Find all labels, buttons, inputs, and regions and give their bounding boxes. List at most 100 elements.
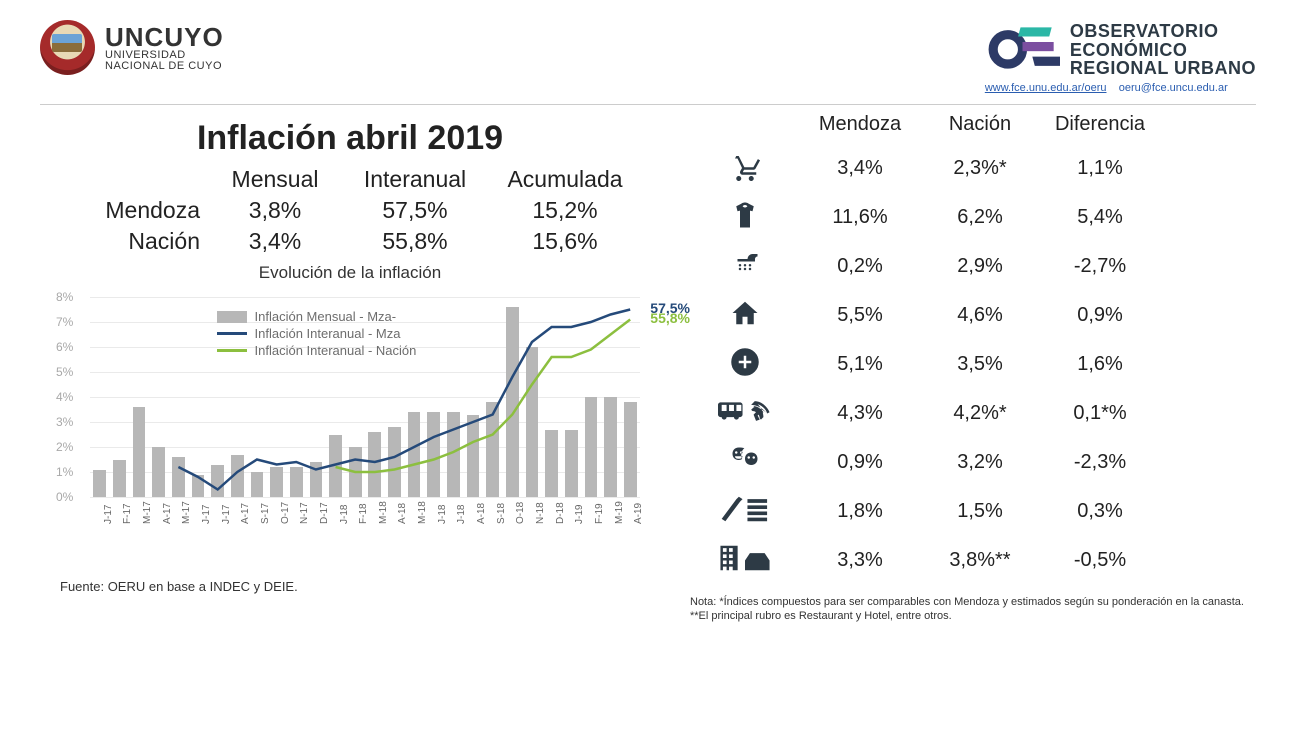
- x-tick-label: D-17: [319, 502, 330, 524]
- x-tick-label: M-18: [417, 501, 428, 524]
- x-tick-label: J-19: [574, 505, 585, 524]
- clothing-icon: [690, 200, 800, 236]
- category-dif: 1,6%: [1040, 353, 1160, 376]
- x-tick-label: J-17: [201, 505, 212, 524]
- chart-end-label: 55,8%: [650, 310, 690, 326]
- uncuyo-shield-icon: [40, 20, 95, 75]
- categories-rows: 3,4%2,3%*1,1%11,6%6,2%5,4%0,2%2,9%-2,7%5…: [690, 144, 1256, 585]
- x-tick-label: M-17: [181, 501, 192, 524]
- oeru-line3: REGIONAL URBANO: [1070, 59, 1256, 78]
- uncuyo-name: UNCUYO: [105, 24, 224, 50]
- category-row: 5,1%3,5%1,6%: [690, 340, 1256, 389]
- category-mendoza: 3,3%: [800, 549, 920, 572]
- uncuyo-logo: UNCUYO UNIVERSIDAD NACIONAL DE CUYO: [40, 20, 224, 75]
- category-nacion: 3,5%: [920, 353, 1040, 376]
- oeru-email: oeru@fce.uncu.edu.ar: [1119, 82, 1228, 94]
- summary-nacion-mensual: 3,4%: [210, 228, 340, 255]
- header: UNCUYO UNIVERSIDAD NACIONAL DE CUYO OBSE…: [40, 20, 1256, 105]
- oeru-line1: OBSERVATORIO: [1070, 22, 1256, 41]
- category-dif: -0,5%: [1040, 549, 1160, 572]
- x-tick-label: J-17: [103, 505, 114, 524]
- left-column: Inflación abril 2019 Mensual Interanual …: [40, 113, 660, 624]
- oeru-block: OBSERVATORIO ECONÓMICO REGIONAL URBANO w…: [985, 20, 1256, 94]
- x-tick-label: A-19: [633, 503, 644, 524]
- building-icon: [690, 543, 800, 579]
- category-mendoza: 11,6%: [800, 206, 920, 229]
- categories-header: Mendoza Nación Diferencia: [690, 113, 1256, 136]
- main-content: Inflación abril 2019 Mensual Interanual …: [40, 113, 1256, 624]
- x-tick-label: M-17: [142, 501, 153, 524]
- x-tick-label: S-17: [260, 503, 271, 524]
- source-note: Fuente: OERU en base a INDEC y DEIE.: [60, 579, 660, 594]
- x-tick-label: O-17: [280, 502, 291, 524]
- category-mendoza: 5,1%: [800, 353, 920, 376]
- x-tick-label: J-17: [221, 505, 232, 524]
- category-dif: -2,7%: [1040, 255, 1160, 278]
- x-tick-label: M-18: [378, 501, 389, 524]
- summary-table: Mensual Interanual Acumulada Mendoza 3,8…: [40, 166, 660, 255]
- shower-icon: [690, 249, 800, 285]
- x-tick-label: J-18: [456, 505, 467, 524]
- category-row: 0,2%2,9%-2,7%: [690, 242, 1256, 291]
- oeru-url[interactable]: www.fce.unu.edu.ar/oeru: [985, 82, 1107, 94]
- category-dif: 0,3%: [1040, 500, 1160, 523]
- x-tick-label: A-17: [240, 503, 251, 524]
- x-tick-label: O-18: [515, 502, 526, 524]
- category-mendoza: 1,8%: [800, 500, 920, 523]
- education-icon: [690, 494, 800, 530]
- category-row: 0,9%3,2%-2,3%: [690, 438, 1256, 487]
- x-tick-label: N-18: [535, 502, 546, 524]
- category-dif: 0,9%: [1040, 304, 1160, 327]
- right-column: Mendoza Nación Diferencia 3,4%2,3%*1,1%1…: [690, 113, 1256, 624]
- x-tick-label: F-19: [594, 503, 605, 524]
- category-nacion: 2,3%*: [920, 157, 1040, 180]
- category-mendoza: 5,5%: [800, 304, 920, 327]
- uncuyo-text: UNCUYO UNIVERSIDAD NACIONAL DE CUYO: [105, 24, 224, 72]
- footnote: Nota: *Índices compuestos para ser compa…: [690, 595, 1256, 624]
- oeru-mark-icon: [985, 20, 1060, 80]
- oeru-links: www.fce.unu.edu.ar/oeru oeru@fce.uncu.ed…: [985, 82, 1256, 94]
- y-tick-label: 4%: [56, 390, 73, 404]
- house-icon: [690, 298, 800, 334]
- category-row: 11,6%6,2%5,4%: [690, 193, 1256, 242]
- cat-col-mendoza: Mendoza: [800, 113, 920, 136]
- x-tick-label: J-18: [437, 505, 448, 524]
- summary-mendoza-mensual: 3,8%: [210, 197, 340, 224]
- chart-legend: Inflación Mensual - Mza-Inflación Intera…: [217, 309, 417, 360]
- cart-icon: [690, 151, 800, 187]
- summary-row-mendoza: Mendoza: [60, 197, 210, 224]
- transport-icon: [690, 396, 800, 432]
- summary-col-interanual: Interanual: [340, 166, 490, 193]
- y-tick-label: 7%: [56, 315, 73, 329]
- category-nacion: 6,2%: [920, 206, 1040, 229]
- y-tick-label: 8%: [56, 290, 73, 304]
- category-dif: 0,1*%: [1040, 402, 1160, 425]
- category-mendoza: 0,9%: [800, 451, 920, 474]
- x-tick-label: N-17: [299, 502, 310, 524]
- chart-title: Evolución de la inflación: [40, 263, 660, 283]
- category-nacion: 3,2%: [920, 451, 1040, 474]
- oeru-title: OBSERVATORIO ECONÓMICO REGIONAL URBANO: [1070, 22, 1256, 79]
- x-tick-label: D-18: [555, 502, 566, 524]
- oeru-line2: ECONÓMICO: [1070, 41, 1256, 60]
- category-nacion: 3,8%**: [920, 549, 1040, 572]
- summary-col-acumulada: Acumulada: [490, 166, 640, 193]
- y-tick-label: 6%: [56, 340, 73, 354]
- x-tick-label: S-18: [496, 503, 507, 524]
- y-tick-label: 1%: [56, 465, 73, 479]
- health-icon: [690, 347, 800, 383]
- category-row: 3,4%2,3%*1,1%: [690, 144, 1256, 193]
- masks-icon: [690, 445, 800, 481]
- category-mendoza: 4,3%: [800, 402, 920, 425]
- category-dif: -2,3%: [1040, 451, 1160, 474]
- x-tick-label: J-18: [339, 505, 350, 524]
- category-mendoza: 0,2%: [800, 255, 920, 278]
- category-mendoza: 3,4%: [800, 157, 920, 180]
- x-tick-label: A-18: [476, 503, 487, 524]
- chart-section: Evolución de la inflación 0%1%2%3%4%5%6%…: [40, 263, 660, 537]
- category-dif: 1,1%: [1040, 157, 1160, 180]
- inflation-chart: 0%1%2%3%4%5%6%7%8%J-17F-17M-17A-17M-17J-…: [50, 287, 650, 537]
- x-tick-label: F-18: [358, 503, 369, 524]
- summary-row-nacion: Nación: [60, 228, 210, 255]
- page-title: Inflación abril 2019: [40, 119, 660, 158]
